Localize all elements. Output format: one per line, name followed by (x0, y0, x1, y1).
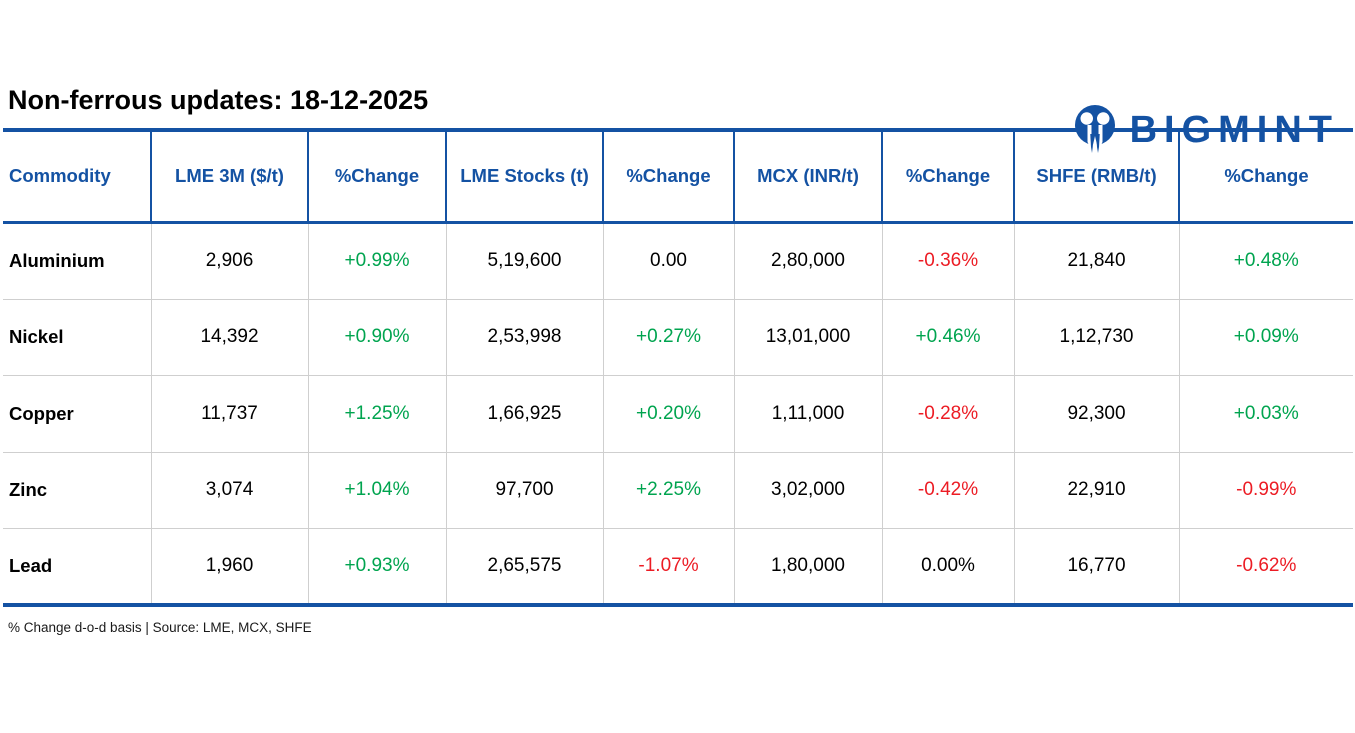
value-cell: 21,840 (1014, 222, 1180, 300)
value-cell: 13,01,000 (734, 299, 883, 377)
change-cell: -0.42% (882, 452, 1015, 530)
change-cell: -0.36% (882, 222, 1015, 300)
table-row-zinc: Zinc 3,074 +1.04% 97,700 +2.25% 3,02,000… (3, 452, 1353, 530)
value-cell: 11,737 (151, 375, 309, 453)
value-cell: 14,392 (151, 299, 309, 377)
change-cell: +1.25% (308, 375, 447, 453)
page-title: Non-ferrous updates: 18-12-2025 (8, 85, 429, 115)
value-cell: 1,12,730 (1014, 299, 1180, 377)
value-cell: 5,19,600 (446, 222, 604, 300)
bigmint-logo-icon (1074, 105, 1115, 153)
value-cell: 1,80,000 (734, 528, 883, 606)
table-row-aluminium: Aluminium 2,906 +0.99% 5,19,600 0.00 2,8… (3, 222, 1353, 300)
change-cell: 0.00 (603, 222, 735, 300)
commodity-name: Aluminium (3, 222, 152, 300)
value-cell: 1,11,000 (734, 375, 883, 453)
column-header-mcx: MCX (INR/t) (734, 129, 883, 225)
change-cell: -0.28% (882, 375, 1015, 453)
commodity-name: Lead (3, 528, 152, 606)
footnote: % Change d-o-d basis | Source: LME, MCX,… (8, 620, 312, 636)
table-row-copper: Copper 11,737 +1.25% 1,66,925 +0.20% 1,1… (3, 375, 1353, 453)
value-cell: 92,300 (1014, 375, 1180, 453)
commodity-name: Copper (3, 375, 152, 453)
column-header-lme-stocks-change: %Change (603, 129, 735, 225)
bigmint-logo-text: BIGMINT (1129, 108, 1339, 151)
change-cell: +2.25% (603, 452, 735, 530)
value-cell: 1,66,925 (446, 375, 604, 453)
commodity-name: Zinc (3, 452, 152, 530)
change-cell: -0.99% (1179, 452, 1353, 530)
change-cell: -0.62% (1236, 555, 1297, 577)
value-cell: 3,02,000 (734, 452, 883, 530)
change-cell: +0.27% (603, 299, 735, 377)
column-header-mcx-change: %Change (882, 129, 1015, 225)
value-cell: 2,80,000 (734, 222, 883, 300)
change-cell: +0.03% (1179, 375, 1353, 453)
table-row-nickel: Nickel 14,392 +0.90% 2,53,998 +0.27% 13,… (3, 299, 1353, 377)
value-cell: 2,906 (151, 222, 309, 300)
change-cell: +0.46% (882, 299, 1015, 377)
value-cell: 16,770 (1014, 528, 1180, 606)
commodity-name: Nickel (3, 299, 152, 377)
change-cell: +0.90% (308, 299, 447, 377)
change-cell: +1.04% (308, 452, 447, 530)
bigmint-logo: BIGMINT (1070, 102, 1339, 157)
change-cell: +0.20% (603, 375, 735, 453)
table-header-row: Commodity LME 3M ($/t) %Change LME Stock… (3, 129, 1353, 225)
column-header-shfe: SHFE (RMB/t) (1014, 129, 1180, 225)
change-cell: +0.93% (308, 528, 447, 606)
column-header-shfe-change: %Change (1179, 129, 1353, 225)
change-cell: +0.99% (308, 222, 447, 300)
column-header-commodity: Commodity (3, 129, 152, 225)
value-cell: 97,700 (446, 452, 604, 530)
value-cell: 3,074 (151, 452, 309, 530)
value-cell: 1,960 (151, 528, 309, 606)
report-page: BIGMINT Non-ferrous updates: 18-12-2025 … (0, 85, 1355, 733)
change-cell: +0.09% (1179, 299, 1353, 377)
change-cell: -1.07% (603, 528, 735, 606)
commodity-price-table: Commodity LME 3M ($/t) %Change LME Stock… (3, 127, 1353, 608)
table-row-lead: Lead 1,960 +0.93% 2,65,575 -1.07% 1,80,0… (3, 528, 1353, 606)
value-cell: 2,65,575 (446, 528, 604, 606)
column-header-lme-stocks: LME Stocks (t) (446, 129, 604, 225)
value-cell: 22,910 (1014, 452, 1180, 530)
change-cell: 0.00% (882, 528, 1015, 606)
column-header-lme-3m: LME 3M ($/t) (151, 129, 309, 225)
column-header-lme-3m-change: %Change (308, 129, 447, 225)
change-cell: +0.48% (1179, 222, 1353, 300)
value-cell: 2,53,998 (446, 299, 604, 377)
